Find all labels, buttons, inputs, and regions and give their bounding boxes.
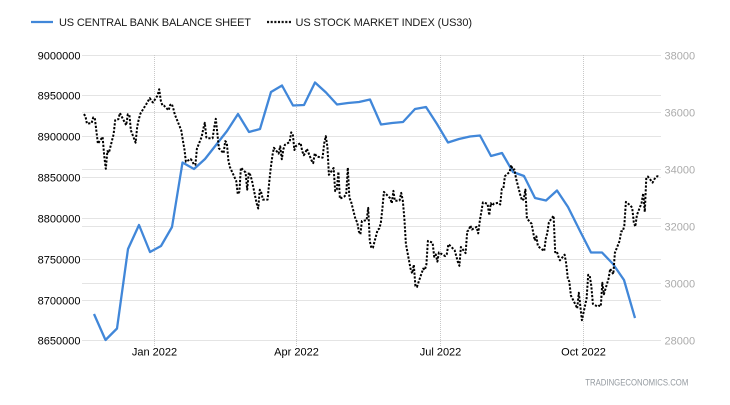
- svg-text:34000: 34000: [665, 165, 696, 177]
- svg-text:Oct 2022: Oct 2022: [561, 347, 606, 359]
- svg-text:30000: 30000: [665, 279, 696, 291]
- svg-text:8950000: 8950000: [38, 91, 81, 103]
- svg-text:32000: 32000: [665, 222, 696, 234]
- svg-text:36000: 36000: [665, 108, 696, 120]
- svg-text:US CENTRAL BANK BALANCE SHEET: US CENTRAL BANK BALANCE SHEET: [59, 17, 251, 29]
- svg-text:US STOCK MARKET INDEX (US30): US STOCK MARKET INDEX (US30): [296, 17, 473, 29]
- svg-text:9000000: 9000000: [38, 51, 81, 63]
- svg-text:8700000: 8700000: [38, 296, 81, 308]
- svg-text:Apr 2022: Apr 2022: [274, 347, 319, 359]
- svg-text:Jul 2022: Jul 2022: [420, 347, 462, 359]
- svg-text:Jan 2022: Jan 2022: [132, 347, 177, 359]
- svg-text:8850000: 8850000: [38, 173, 81, 185]
- svg-text:8650000: 8650000: [38, 336, 81, 348]
- svg-text:TRADINGECONOMICS.COM: TRADINGECONOMICS.COM: [585, 377, 688, 387]
- svg-text:8800000: 8800000: [38, 214, 81, 226]
- svg-text:38000: 38000: [665, 51, 696, 63]
- svg-text:8750000: 8750000: [38, 255, 81, 267]
- svg-text:8900000: 8900000: [38, 132, 81, 144]
- svg-text:28000: 28000: [665, 336, 696, 348]
